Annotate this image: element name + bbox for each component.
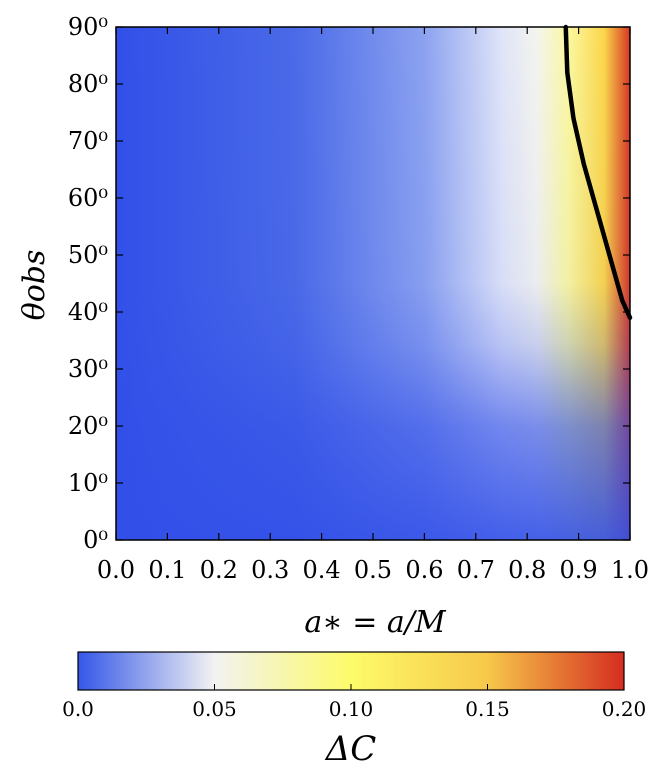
x-tick-label: 0.5 (354, 556, 392, 584)
x-tick-label: 0.1 (148, 556, 186, 584)
y-tick-label: 80⁰ (68, 70, 108, 98)
y-tick-label: 70⁰ (68, 127, 108, 155)
y-tick-label: 60⁰ (68, 184, 108, 212)
colorbar-tick-label: 0.20 (602, 697, 647, 721)
x-axis-label: a∗ = a/M (304, 605, 446, 640)
x-tick-label: 0.6 (405, 556, 443, 584)
contour-line (563, 24, 633, 320)
x-tick-label: 0.3 (251, 556, 289, 584)
y-tick-label: 10⁰ (68, 469, 108, 497)
colorbar-tick-label: 0.0 (62, 697, 94, 721)
x-tick-label: 0.9 (560, 556, 598, 584)
x-axis: 0.0 0.1 0.2 0.3 0.4 0.5 0.6 0.7 0.8 0.9 1.0 (97, 27, 649, 584)
y-axis-label: θobs (17, 250, 52, 321)
x-tick-label: 0.2 (200, 556, 238, 584)
y-tick-label: 50⁰ (68, 241, 108, 269)
colorbar-gradient (77, 651, 625, 691)
y-tick-label: 90⁰ (68, 13, 108, 41)
y-tick-label: 40⁰ (68, 298, 108, 326)
x-tick-label: 0.8 (508, 556, 546, 584)
heatmap-field (116, 27, 630, 540)
y-tick-label: 0⁰ (83, 526, 108, 554)
x-tick-label: 0.4 (303, 556, 341, 584)
colorbar: 0.0 0.05 0.10 0.15 0.20 (62, 651, 646, 721)
y-tick-label: 30⁰ (68, 355, 108, 383)
colorbar-ticks: 0.0 0.05 0.10 0.15 0.20 (62, 684, 646, 721)
heatmap-low-angle-fade (116, 27, 630, 540)
colorbar-tick-label: 0.15 (465, 697, 510, 721)
colorbar-tick-label: 0.05 (192, 697, 237, 721)
y-axis: 0⁰ 10⁰ 20⁰ 30⁰ 40⁰ 50⁰ 60⁰ 70⁰ 80⁰ 90⁰ (68, 13, 630, 554)
x-tick-label: 0.0 (97, 556, 135, 584)
colorbar-tick-label: 0.10 (329, 697, 374, 721)
colorbar-label: ΔC (324, 729, 377, 768)
x-tick-label: 1.0 (611, 556, 649, 584)
y-tick-label: 20⁰ (68, 412, 108, 440)
x-tick-label: 0.7 (457, 556, 495, 584)
